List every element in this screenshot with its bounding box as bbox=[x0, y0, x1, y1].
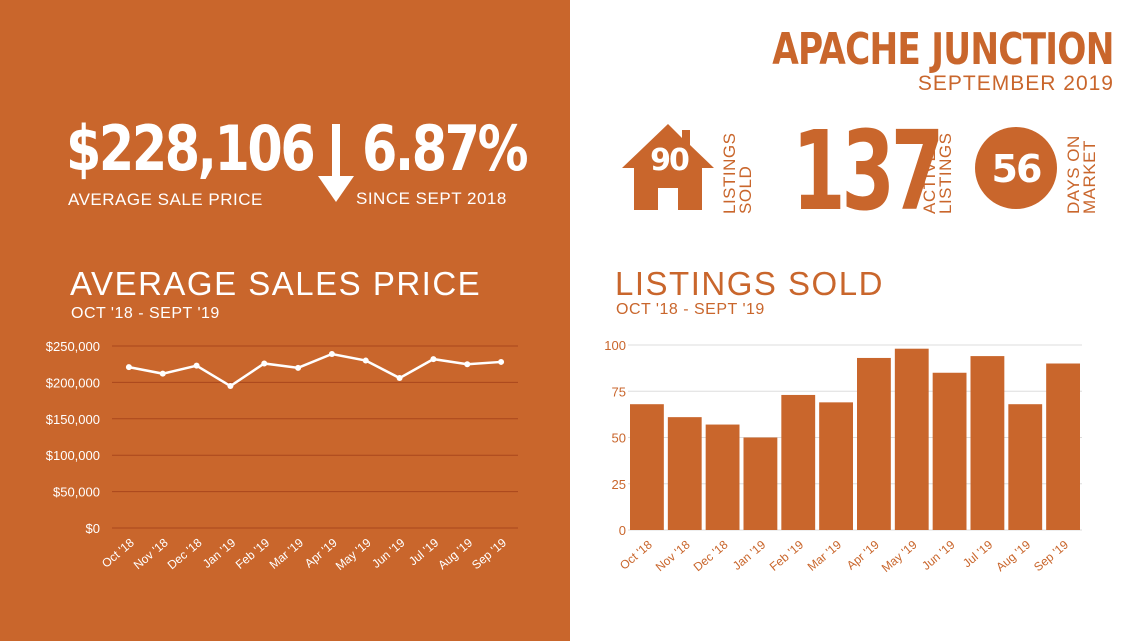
bar bbox=[857, 357, 891, 530]
x-tick-label: Dec '18 bbox=[165, 535, 205, 572]
bar bbox=[1046, 363, 1080, 530]
right-panel bbox=[570, 0, 1140, 641]
y-tick-label: $200,000 bbox=[46, 375, 100, 390]
y-tick-label: 0 bbox=[619, 523, 626, 538]
x-tick-label: Jun '19 bbox=[919, 537, 958, 573]
listings-sold-chart-title: LISTINGS SOLD bbox=[615, 265, 884, 302]
x-tick-label: May '19 bbox=[879, 537, 920, 575]
active-listings-value: 137 bbox=[792, 107, 944, 235]
data-point bbox=[464, 361, 471, 368]
active-listings-label-line2: LISTINGS bbox=[936, 132, 955, 214]
data-point bbox=[193, 362, 200, 369]
x-tick-label: Apr '19 bbox=[844, 537, 882, 572]
data-point bbox=[430, 356, 437, 363]
x-tick-label: Jul '19 bbox=[960, 537, 996, 570]
y-tick-label: 25 bbox=[612, 477, 626, 492]
y-tick-label: $100,000 bbox=[46, 448, 100, 463]
bar bbox=[894, 348, 929, 530]
change-percent-value: 6.87% bbox=[362, 112, 529, 185]
x-tick-label: Oct '18 bbox=[617, 537, 655, 572]
x-tick-label: Aug '19 bbox=[993, 537, 1033, 574]
y-tick-label: 50 bbox=[612, 431, 626, 446]
listings-sold-label: LISTINGS SOLD bbox=[720, 133, 755, 214]
series-line bbox=[128, 352, 502, 388]
data-point bbox=[295, 364, 302, 371]
active-listings-label: ACTIVE LISTINGS bbox=[920, 132, 955, 214]
days-on-market-circle bbox=[975, 127, 1057, 209]
y-tick-label: $0 bbox=[86, 521, 100, 536]
y-tick-label: 75 bbox=[612, 384, 626, 399]
bar bbox=[781, 394, 816, 530]
data-point bbox=[362, 357, 369, 364]
days-on-market-label: DAYS ON MARKET bbox=[1064, 135, 1099, 214]
bar bbox=[932, 372, 967, 530]
bar bbox=[667, 417, 702, 530]
x-tick-label: Jan '19 bbox=[200, 535, 239, 571]
data-point bbox=[227, 383, 234, 390]
listings-sold-label-line2: SOLD bbox=[736, 165, 755, 214]
data-point bbox=[328, 351, 335, 358]
y-tick-label: 100 bbox=[604, 338, 626, 353]
x-tick-label: Nov '18 bbox=[653, 537, 693, 574]
listings-sold-chart-subtitle: OCT '18 - SEPT '19 bbox=[616, 301, 765, 318]
change-percent-label: SINCE SEPT 2018 bbox=[356, 189, 507, 208]
x-tick-label: Sep '19 bbox=[1031, 537, 1071, 574]
bar bbox=[705, 424, 740, 530]
x-tick-label: Feb '19 bbox=[767, 537, 807, 573]
data-point bbox=[159, 370, 166, 377]
x-tick-label: Jun '19 bbox=[369, 535, 408, 571]
house-icon bbox=[622, 124, 714, 210]
x-tick-label: May '19 bbox=[333, 535, 374, 573]
x-tick-label: Mar '19 bbox=[267, 535, 307, 571]
x-tick-label: Dec '18 bbox=[691, 537, 731, 574]
avg-price-chart-title: AVERAGE SALES PRICE bbox=[70, 265, 482, 302]
data-point bbox=[261, 360, 268, 367]
data-point bbox=[498, 358, 505, 365]
city-title: APACHE JUNCTION bbox=[772, 24, 1115, 75]
x-tick-label: Sep '19 bbox=[469, 535, 509, 572]
days-on-market-label-line2: MARKET bbox=[1080, 140, 1099, 214]
x-tick-label: Mar '19 bbox=[805, 537, 845, 573]
left-panel bbox=[0, 0, 570, 641]
y-tick-label: $250,000 bbox=[46, 339, 100, 354]
listings-sold-value: 90 bbox=[650, 143, 690, 178]
days-on-market-value: 56 bbox=[991, 147, 1043, 191]
data-point bbox=[396, 375, 403, 382]
bar bbox=[743, 437, 778, 530]
arrow-down-icon bbox=[318, 124, 354, 202]
bar bbox=[819, 402, 853, 530]
x-tick-label: Nov '18 bbox=[131, 535, 171, 572]
x-tick-label: Jan '19 bbox=[730, 537, 769, 573]
bar bbox=[970, 356, 1005, 530]
x-tick-label: Oct '18 bbox=[99, 535, 137, 570]
x-tick-label: Aug '19 bbox=[435, 535, 475, 572]
report-month: SEPTEMBER 2019 bbox=[917, 72, 1114, 95]
bar bbox=[1008, 404, 1043, 530]
data-point bbox=[125, 364, 132, 371]
average-price-value: $228,106 bbox=[66, 112, 316, 185]
avg-price-chart-subtitle: OCT '18 - SEPT '19 bbox=[71, 305, 220, 322]
bar bbox=[630, 404, 664, 530]
y-tick-label: $50,000 bbox=[53, 485, 100, 500]
y-tick-label: $150,000 bbox=[46, 412, 100, 427]
average-price-label: AVERAGE SALE PRICE bbox=[68, 190, 263, 209]
average-sales-price-chart: $0 $50,000 $100,000 $150,000 $200,000 $250,00… bbox=[46, 339, 518, 573]
x-tick-label: Feb '19 bbox=[233, 535, 273, 571]
